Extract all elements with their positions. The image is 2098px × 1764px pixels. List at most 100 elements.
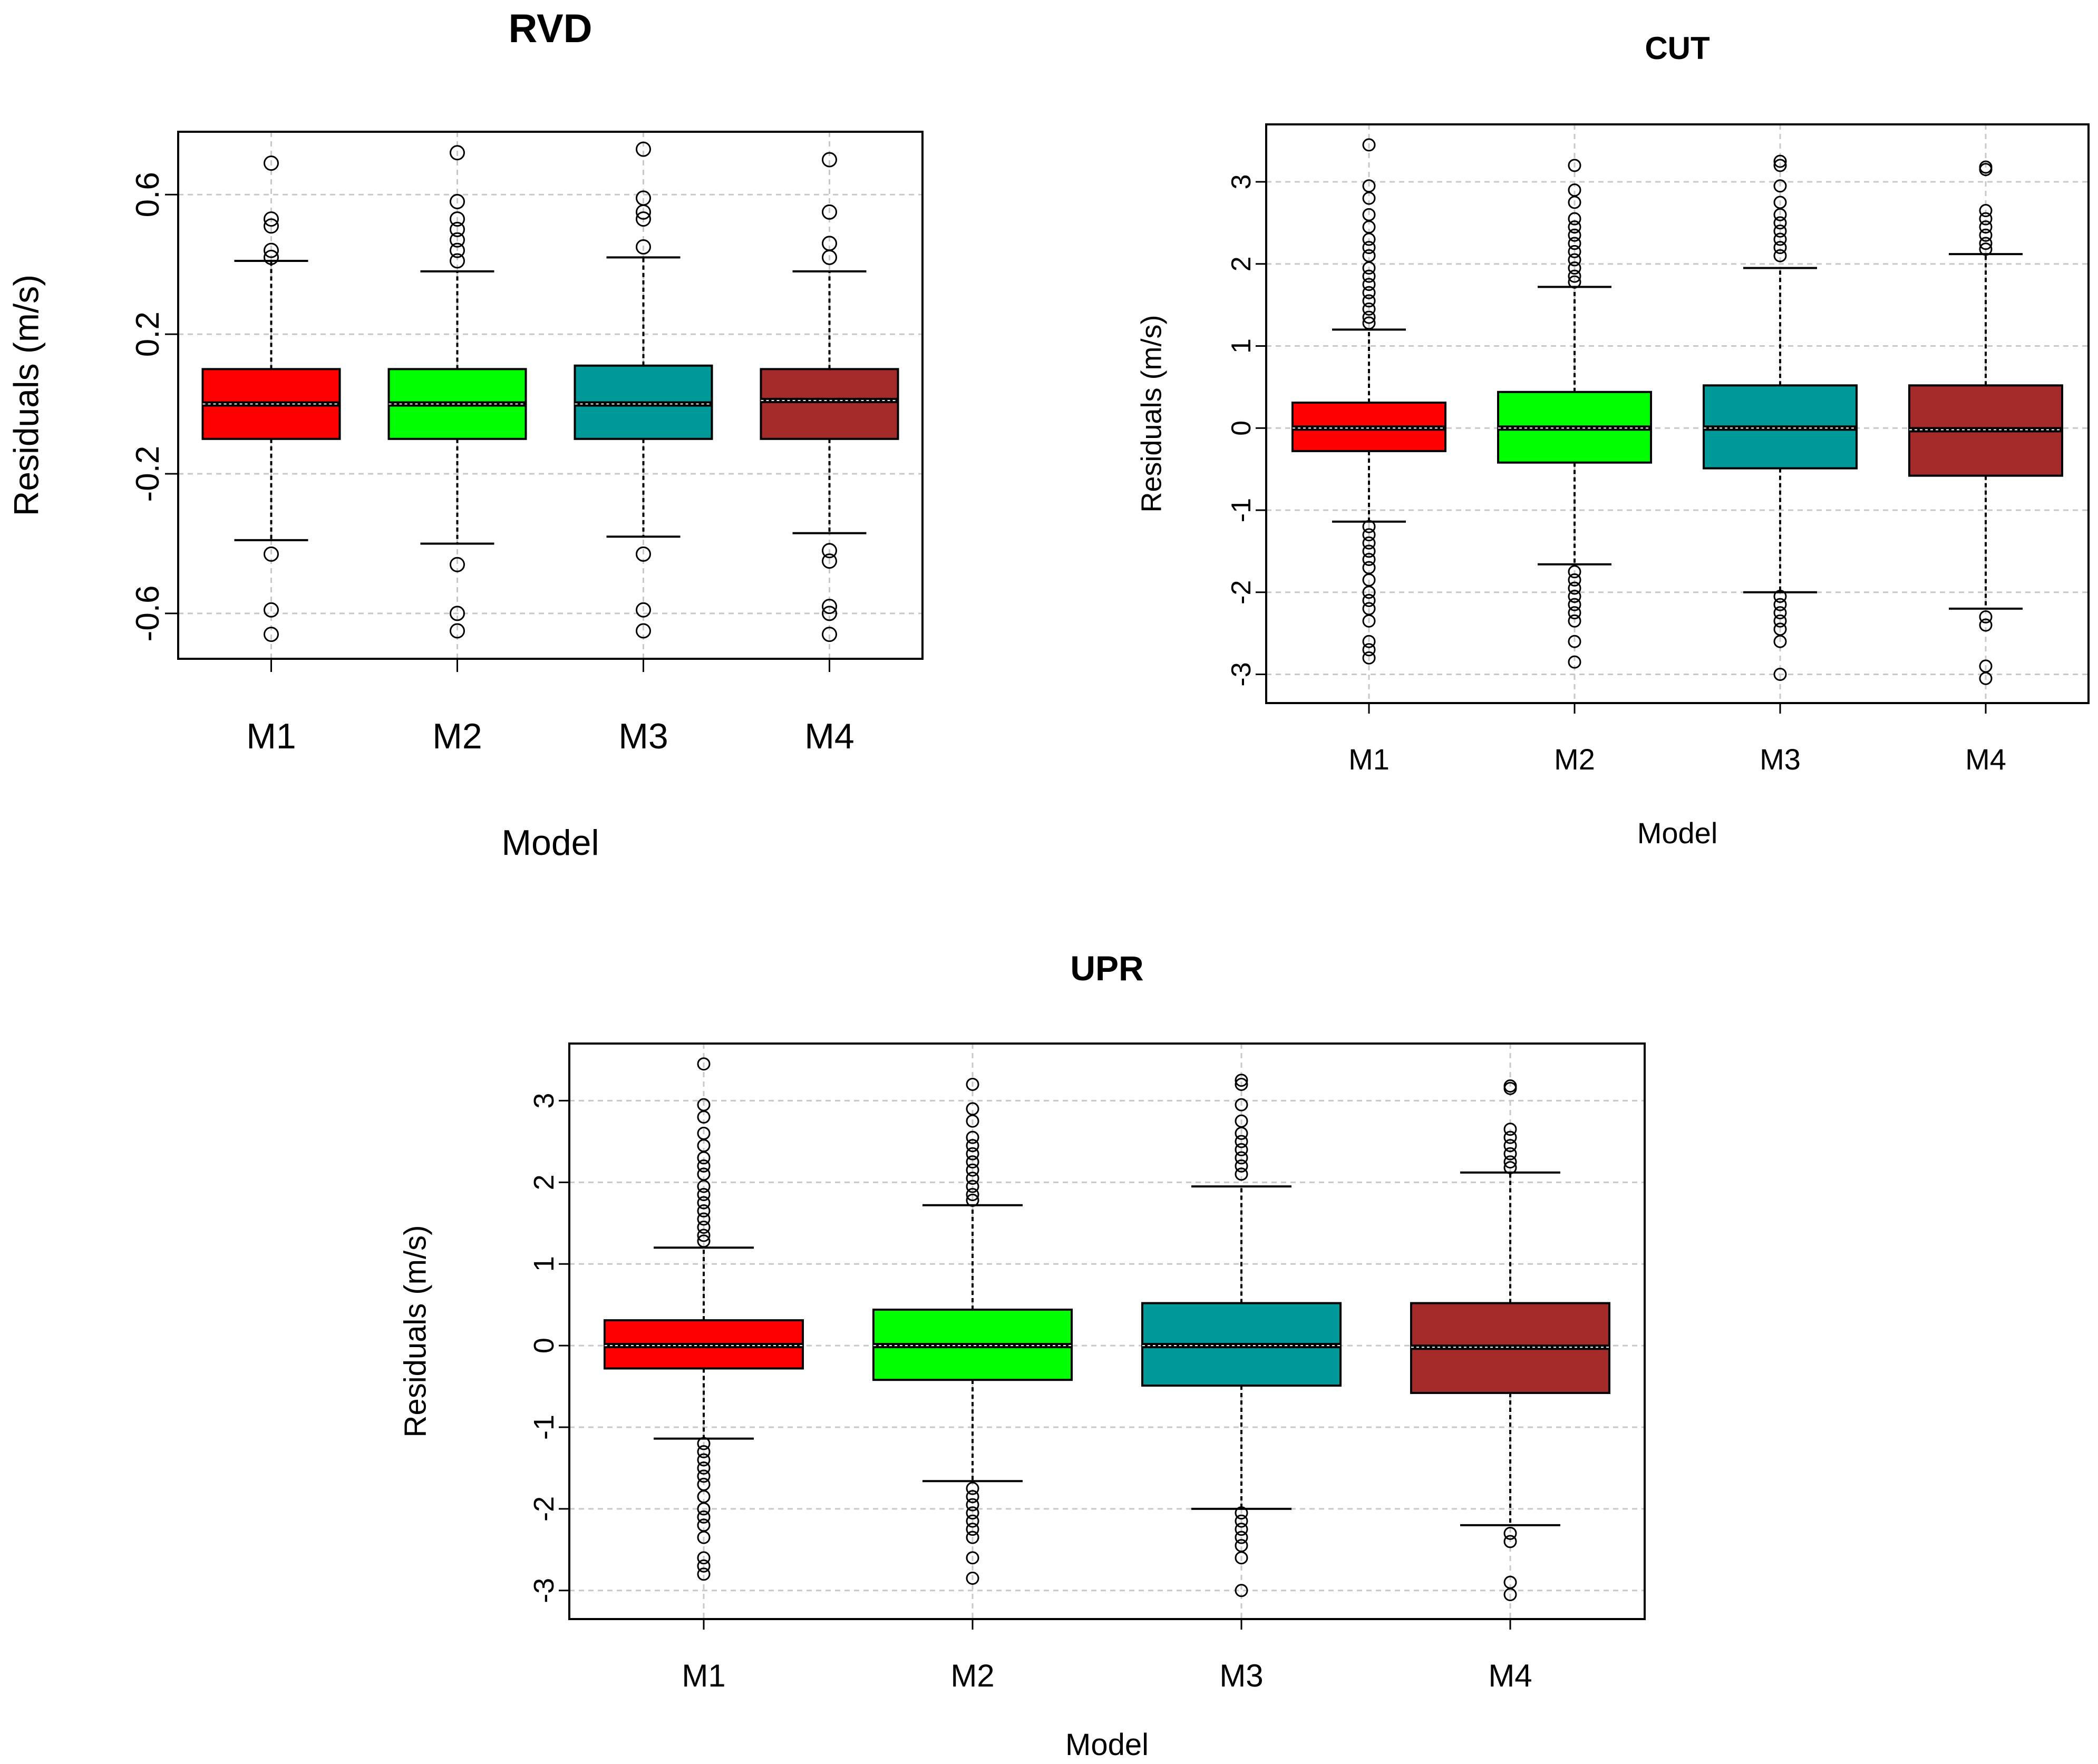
outlier-m4-4: [822, 543, 837, 559]
outlier-m2-16: [966, 1514, 979, 1528]
outlier-m3-9: [1235, 1167, 1248, 1181]
outlier-m1-14: [697, 1229, 711, 1242]
x-tick-label-m2: M2: [1554, 743, 1595, 776]
y-tick-label-5: 2: [1226, 256, 1257, 271]
outlier-m2-6: [450, 253, 465, 269]
outlier-m1-15: [1362, 316, 1376, 330]
outlier-m3-1: [1235, 1077, 1248, 1091]
outlier-m2-13: [966, 1490, 979, 1504]
outlier-m1-9: [697, 1188, 711, 1202]
outlier-m2-14: [966, 1498, 979, 1512]
y-tick-label-6: 3: [1226, 174, 1257, 190]
outlier-m3-13: [1235, 1531, 1248, 1544]
outlier-m1-8: [697, 1180, 711, 1193]
x-tick-label-m4: M4: [1488, 1658, 1532, 1693]
outlier-m1-17: [1362, 528, 1376, 542]
outlier-m1-13: [1362, 302, 1376, 316]
outlier-m3-7: [1773, 232, 1787, 246]
x-tick-label-m3: M3: [618, 716, 668, 756]
outlier-m2-12: [1568, 565, 1581, 579]
outlier-m3-16: [1235, 1584, 1248, 1597]
outlier-m4-1: [1503, 1081, 1517, 1095]
outlier-m1-29: [697, 1567, 711, 1581]
outlier-m2-6: [966, 1155, 979, 1169]
outlier-m2-15: [966, 1506, 979, 1520]
outlier-m2-18: [966, 1531, 979, 1544]
outlier-m3-15: [1773, 635, 1787, 648]
outlier-m4-8: [1979, 610, 1993, 623]
outlier-m4-5: [1503, 1147, 1517, 1161]
outlier-m4-4: [1503, 1139, 1517, 1153]
outlier-m1-5: [697, 1151, 711, 1165]
outlier-m1-6: [1362, 241, 1376, 255]
y-tick-label-0: -3: [528, 1578, 560, 1603]
outlier-m1-9: [1362, 269, 1376, 283]
outlier-m4-2: [1979, 204, 1993, 218]
outlier-m1-5: [264, 546, 279, 562]
outlier-m1-8: [1362, 261, 1376, 275]
outlier-m2-8: [1568, 253, 1581, 267]
box-m2: [1497, 159, 1652, 669]
outlier-m3-5: [636, 546, 651, 562]
outlier-m2-2: [966, 1114, 979, 1128]
outlier-m2-17: [1568, 606, 1581, 620]
outlier-m2-20: [966, 1572, 979, 1585]
box-m3: [574, 141, 713, 639]
outlier-m2-0: [1568, 159, 1581, 172]
outlier-m1-10: [1362, 278, 1376, 291]
outlier-m2-6: [1568, 237, 1581, 250]
outlier-m2-19: [966, 1551, 979, 1565]
y-tick-label-1: -2: [528, 1496, 560, 1522]
outlier-m2-4: [1568, 220, 1581, 234]
chart-title-upr: UPR: [1070, 949, 1143, 988]
outlier-m1-6: [697, 1159, 711, 1173]
outlier-m4-11: [1979, 671, 1993, 685]
outlier-m2-18: [1568, 614, 1581, 628]
outlier-m4-2: [1503, 1123, 1517, 1136]
outlier-m4-3: [822, 249, 837, 265]
outlier-m2-7: [966, 1163, 979, 1177]
outlier-m3-10: [1235, 1506, 1248, 1520]
outlier-m3-4: [636, 239, 651, 255]
outlier-m4-5: [1979, 228, 1993, 242]
outlier-m1-11: [1362, 286, 1376, 299]
outlier-m3-0: [1773, 154, 1787, 168]
outlier-m3-15: [1235, 1551, 1248, 1565]
outlier-m3-6: [1235, 1143, 1248, 1156]
chart-cut: CUT -3 -2 -1 0 1 2 3 Residuals (m/s) M1 M2 M3 M4 Mode…: [1135, 31, 2090, 850]
y-tick-label-0: -3: [1226, 662, 1257, 686]
outlier-m2-0: [966, 1077, 979, 1091]
outlier-m1-14: [1362, 310, 1376, 324]
outlier-m3-13: [1773, 614, 1787, 628]
outlier-m4-8: [1503, 1526, 1517, 1540]
outlier-m1-19: [697, 1461, 711, 1475]
x-tick-label-m4: M4: [1965, 743, 2006, 776]
outlier-m3-1: [1773, 159, 1787, 172]
outlier-m3-8: [1773, 241, 1787, 255]
chart-upr: UPR -3 -2 -1 0 1 2 3 Residuals (m/s) M1 M2 M3 M4 Mode…: [398, 949, 1646, 1762]
outlier-m3-2: [1235, 1098, 1248, 1112]
outlier-m1-13: [697, 1221, 711, 1234]
outlier-m1-20: [1362, 552, 1376, 566]
box-m2: [872, 1077, 1073, 1585]
outlier-m3-7: [1235, 1151, 1248, 1165]
outlier-m4-7: [1503, 1161, 1517, 1174]
y-tick-label-2: -1: [1226, 498, 1257, 522]
outlier-m2-11: [1568, 275, 1581, 289]
outlier-m1-17: [697, 1445, 711, 1458]
outlier-m1-2: [1362, 191, 1376, 205]
y-tick-label-3: 0: [1226, 421, 1257, 436]
outlier-m2-9: [1568, 261, 1581, 275]
outlier-m1-3: [264, 242, 279, 258]
box-m1: [1291, 138, 1446, 665]
y-tick-label-6: 3: [528, 1093, 560, 1108]
outlier-m4-3: [1979, 212, 1993, 226]
outlier-m4-7: [1979, 242, 1993, 256]
outlier-m2-15: [1568, 590, 1581, 603]
outlier-m4-6: [1503, 1155, 1517, 1169]
box-m2: [387, 145, 527, 639]
outlier-m4-6: [822, 599, 837, 615]
outlier-m1-23: [1362, 586, 1376, 599]
x-tick-label-m1: M1: [682, 1658, 725, 1693]
